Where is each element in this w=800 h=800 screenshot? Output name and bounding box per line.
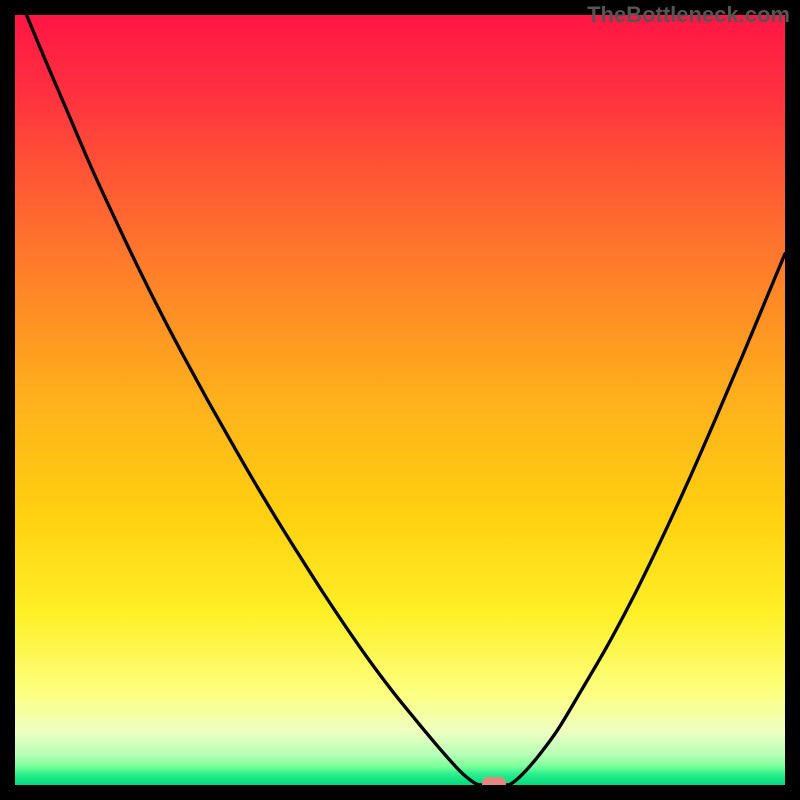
- bottleneck-curve: [27, 15, 785, 785]
- watermark-text: TheBottleneck.com: [587, 2, 790, 28]
- optimal-marker: [482, 777, 506, 785]
- figure-container: TheBottleneck.com: [0, 0, 800, 800]
- curve-layer: [15, 15, 785, 785]
- plot-area: [15, 15, 785, 785]
